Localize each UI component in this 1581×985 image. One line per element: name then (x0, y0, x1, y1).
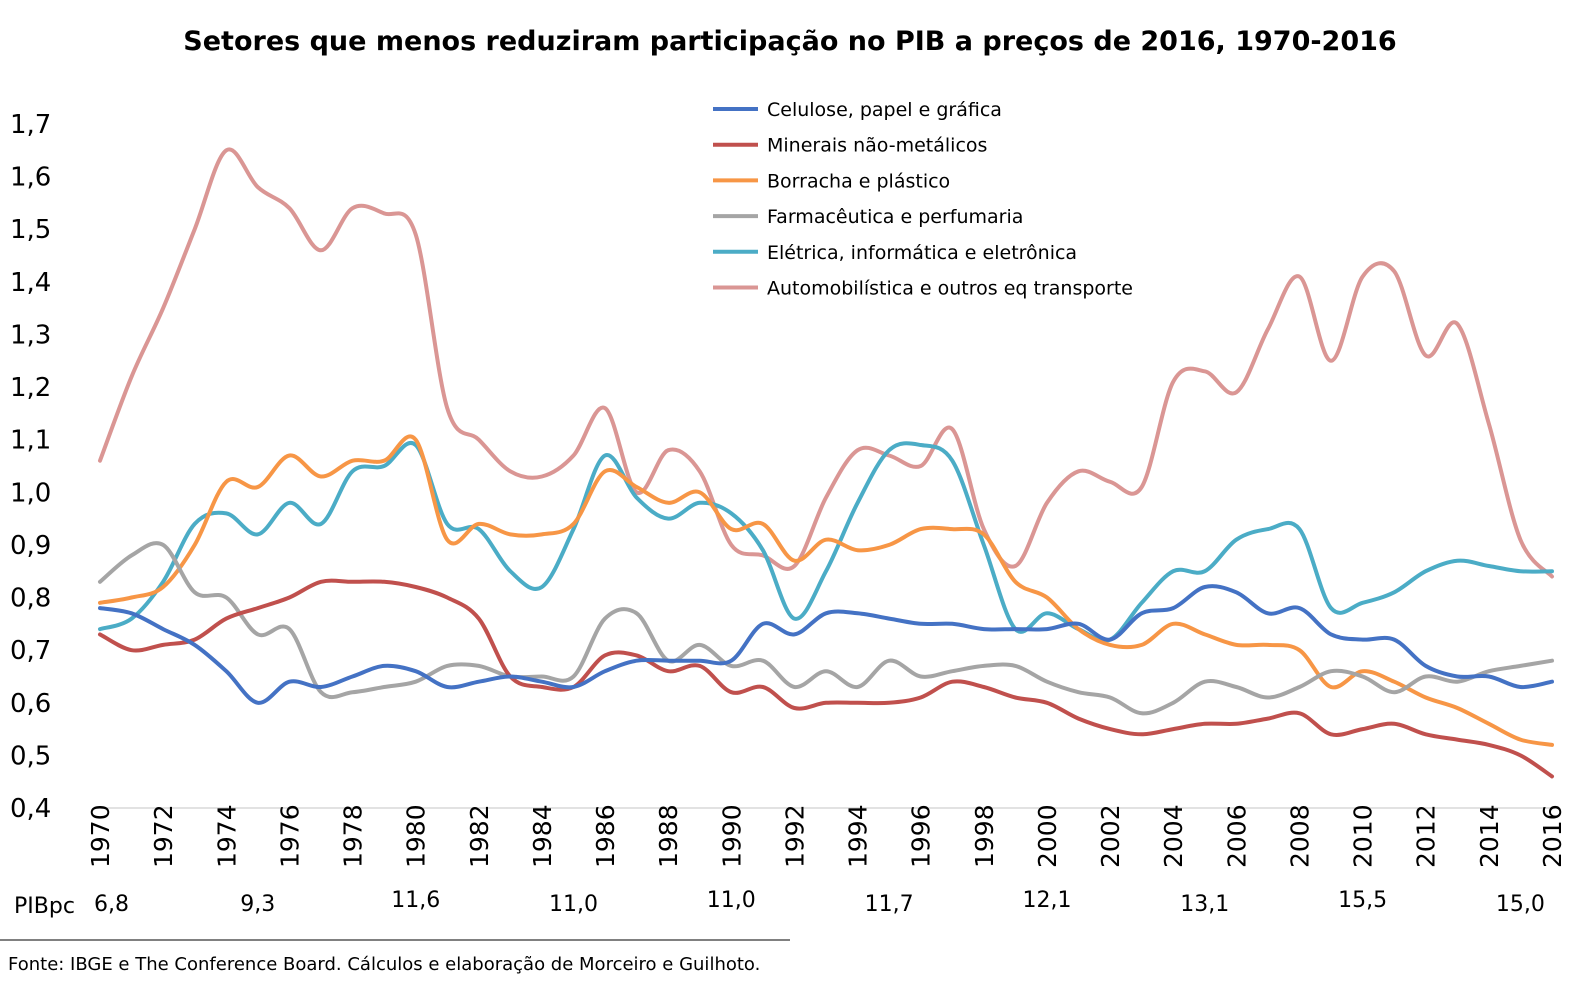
pibpc-label: PIBpc (14, 894, 75, 919)
x-tick-label: 1982 (465, 804, 494, 868)
y-tick-label: 1,0 (10, 478, 51, 508)
x-tick-label: 1974 (212, 804, 241, 868)
legend: Celulose, papel e gráfica Minerais não-me… (713, 99, 1133, 300)
y-tick-label: 1,4 (10, 268, 51, 298)
x-tick-label: 2010 (1349, 804, 1378, 868)
x-tick-label: 2000 (1033, 804, 1062, 868)
series-line-2 (98, 434, 1554, 747)
pibpc-value: 15,5 (1338, 888, 1387, 913)
y-axis: 0,4 0,5 0,6 0,7 0,8 0,9 1,0 1,1 1,2 1,3 1,4 1,5 1,6 1… (10, 110, 51, 824)
y-tick-label: 0,4 (10, 794, 51, 824)
source-note: Fonte: IBGE e The Conference Board. Cálc… (8, 954, 760, 975)
y-tick-label: 1,2 (10, 373, 51, 403)
pibpc-value: 11,0 (707, 888, 756, 913)
pibpc-value: 11,7 (865, 892, 914, 917)
y-tick-label: 1,3 (10, 320, 51, 350)
y-tick-label: 0,8 (10, 584, 51, 614)
legend-label: Borracha e plástico (767, 170, 950, 192)
x-tick-label: 1998 (970, 804, 999, 868)
y-tick-label: 0,7 (10, 636, 51, 666)
legend-label: Minerais não-metálicos (767, 135, 987, 157)
x-tick-label: 2016 (1538, 804, 1567, 868)
x-tick-label: 2014 (1475, 804, 1504, 868)
legend-label: Elétrica, informática e eletrônica (767, 242, 1077, 264)
series-line-4 (98, 440, 1554, 643)
y-tick-label: 0,9 (10, 531, 51, 561)
chart-title: Setores que menos reduziram participação… (183, 26, 1396, 57)
x-tick-label: 1994 (844, 804, 873, 868)
x-tick-label: 1972 (149, 804, 178, 868)
series-line-3 (98, 541, 1554, 716)
pibpc-value: 9,3 (240, 892, 275, 917)
x-tick-label: 1976 (275, 804, 304, 868)
series-line-0 (98, 584, 1554, 705)
x-tick-label: 2002 (1096, 804, 1125, 868)
x-axis: 1970 1972 1974 1976 1978 1980 1982 1984 1986 1988… (86, 804, 1567, 868)
x-tick-label: 2012 (1412, 804, 1441, 868)
pibpc-value: 11,0 (549, 892, 598, 917)
x-tick-label: 1978 (339, 804, 368, 868)
x-tick-label: 1970 (86, 804, 115, 868)
x-tick-label: 2008 (1286, 804, 1315, 868)
y-tick-label: 1,6 (10, 163, 51, 193)
legend-label: Celulose, papel e gráfica (767, 99, 1002, 121)
y-tick-label: 1,5 (10, 215, 51, 245)
y-tick-label: 1,1 (10, 426, 51, 456)
series-line-1 (98, 578, 1554, 779)
x-tick-label: 2004 (1159, 804, 1188, 868)
x-tick-label: 1980 (402, 804, 431, 868)
pibpc-value: 6,8 (94, 892, 129, 917)
pibpc-values: 6,8 9,3 11,6 11,0 11,0 11,7 12,1 13,1 15,5 15,0 (94, 888, 1545, 917)
pibpc-value: 12,1 (1023, 888, 1072, 913)
legend-label: Farmacêutica e perfumaria (767, 206, 1023, 228)
x-tick-label: 1990 (717, 804, 746, 868)
pibpc-value: 13,1 (1180, 892, 1229, 917)
y-tick-label: 1,7 (10, 110, 51, 140)
series-line-5 (98, 147, 1554, 579)
pibpc-value: 15,0 (1496, 892, 1545, 917)
x-tick-label: 1984 (528, 804, 557, 868)
y-tick-label: 0,5 (10, 741, 51, 771)
x-tick-label: 1992 (780, 804, 809, 868)
pibpc-value: 11,6 (391, 888, 440, 913)
x-tick-label: 1996 (907, 804, 936, 868)
legend-label: Automobilística e outros eq transporte (767, 278, 1133, 300)
series-lines (98, 147, 1554, 779)
x-tick-label: 1988 (654, 804, 683, 868)
x-tick-label: 1986 (591, 804, 620, 868)
y-tick-label: 0,6 (10, 689, 51, 719)
x-tick-label: 2006 (1222, 804, 1251, 868)
